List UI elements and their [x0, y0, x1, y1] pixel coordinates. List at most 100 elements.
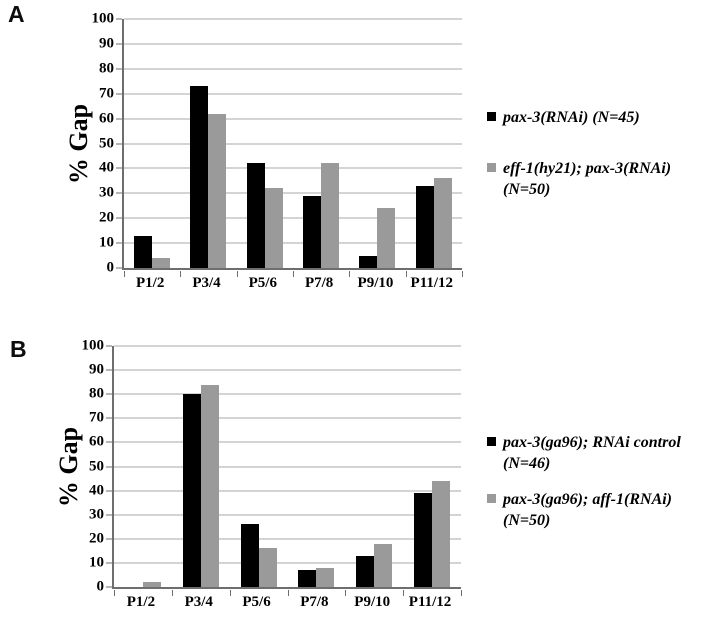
bar	[303, 195, 322, 268]
x-axis-category-label: P9/10	[357, 275, 394, 291]
y-tick-label: 20	[99, 209, 114, 226]
y-tick-mark	[106, 345, 112, 347]
gridline	[124, 242, 462, 244]
gridline	[124, 143, 462, 144]
panel-b-y-tick-labels: 0 10 20 30 40 50 60 70 80 90 100	[68, 338, 105, 594]
bar-series	[114, 346, 461, 587]
legend-label: pax-3(RNAi) (N=45)	[503, 109, 640, 126]
y-tick-mark	[116, 192, 122, 194]
x-tick-mark	[287, 590, 289, 596]
y-tick-mark	[106, 393, 112, 395]
y-tick-mark	[106, 538, 112, 540]
bar	[298, 570, 317, 587]
y-tick-label: 80	[89, 385, 104, 402]
x-tick-mark	[229, 590, 231, 596]
y-tick-mark	[106, 417, 112, 419]
category-group	[287, 346, 345, 587]
legend-item: pax-3(RNAi) (N=45)	[487, 107, 699, 128]
y-tick-label: 10	[89, 554, 104, 571]
y-tick-mark	[106, 562, 112, 564]
legend-label: pax-3(ga96); aff-1(RNAi) (N=50)	[503, 491, 673, 529]
category-group	[180, 19, 236, 268]
y-tick-mark	[116, 143, 122, 144]
legend-item: pax-3(ga96); RNAi control (N=46)	[487, 432, 699, 474]
x-axis-category-label: P5/6	[248, 275, 277, 291]
gridline	[124, 167, 462, 169]
bar	[246, 163, 265, 268]
gridline	[114, 345, 461, 347]
gridline	[114, 369, 461, 371]
category-group	[230, 346, 288, 587]
category-group	[345, 346, 403, 587]
y-tick-mark	[106, 441, 112, 443]
x-axis-category-label: P11/12	[410, 275, 454, 291]
x-axis-category-label: P9/10	[354, 594, 391, 610]
panel-a-legend: pax-3(RNAi) (N=45) eff-1(hy21); pax-3(RNA…	[487, 107, 699, 230]
x-tick-mark	[236, 271, 238, 277]
x-tick-mark	[461, 590, 462, 596]
legend-item: pax-3(ga96); aff-1(RNAi) (N=50)	[487, 489, 699, 531]
y-tick-label: 30	[99, 184, 114, 201]
x-axis-category-label: P3/4	[184, 594, 213, 610]
gridline	[124, 192, 462, 194]
category-group	[403, 346, 461, 587]
y-tick-label: 90	[89, 361, 104, 378]
bar	[258, 548, 277, 587]
bar	[208, 113, 227, 268]
y-tick-label: 0	[96, 578, 105, 595]
gridline	[124, 217, 462, 219]
x-axis-category-label: P7/8	[304, 275, 334, 291]
y-tick-mark	[116, 167, 122, 169]
legend-marker	[487, 494, 496, 503]
legend-item: eff-1(hy21); pax-3(RNAi) (N=50)	[487, 158, 699, 200]
gridline	[124, 18, 462, 20]
x-tick-mark	[405, 271, 407, 277]
x-tick-mark	[114, 590, 115, 596]
y-tick-label: 100	[91, 10, 115, 27]
y-tick-label: 30	[89, 506, 104, 523]
y-tick-label: 20	[89, 530, 104, 547]
panel-b-x-axis-labels: P1/2 P3/4 P5/6 P7/8 P9/10 P11/12	[112, 594, 459, 611]
bar	[200, 384, 219, 587]
panel-a-plot-area	[116, 18, 463, 277]
bar	[316, 567, 335, 587]
category-group	[349, 19, 405, 268]
gridline	[114, 393, 461, 395]
y-tick-mark	[116, 242, 122, 244]
y-tick-label: 60	[89, 433, 104, 450]
y-tick-mark	[106, 466, 112, 467]
panel-a: A % Gap 0 10 20 30 40 50 60 70 80 90 100 P1/2 P3/4 P…	[8, 3, 699, 292]
y-tick-mark	[116, 93, 122, 95]
bar	[415, 185, 434, 268]
bar	[359, 255, 378, 268]
bar	[414, 493, 433, 587]
y-tick-mark	[106, 586, 112, 588]
bar	[433, 178, 452, 268]
bar	[240, 524, 259, 587]
x-axis-category-label: P5/6	[242, 594, 271, 610]
gridline	[114, 490, 461, 492]
x-axis-category-label: P7/8	[300, 594, 329, 610]
y-tick-label: 70	[89, 409, 104, 426]
gridline	[114, 514, 461, 516]
y-tick-mark	[106, 514, 112, 516]
category-group	[237, 19, 293, 268]
gridline	[114, 562, 461, 564]
bar	[190, 86, 209, 268]
y-tick-label: 80	[99, 60, 114, 77]
x-tick-mark	[124, 271, 125, 277]
bar	[321, 163, 340, 268]
y-tick-mark	[106, 369, 112, 371]
gridline	[114, 441, 461, 443]
legend-marker	[487, 437, 496, 446]
x-tick-mark	[345, 590, 347, 596]
category-group	[124, 19, 180, 268]
bar	[264, 188, 283, 268]
panel-b-label: B	[10, 336, 27, 362]
bar	[432, 480, 451, 587]
y-tick-label: 60	[99, 110, 114, 127]
gridline	[114, 417, 461, 419]
y-tick-mark	[106, 490, 112, 492]
bar	[152, 258, 171, 268]
